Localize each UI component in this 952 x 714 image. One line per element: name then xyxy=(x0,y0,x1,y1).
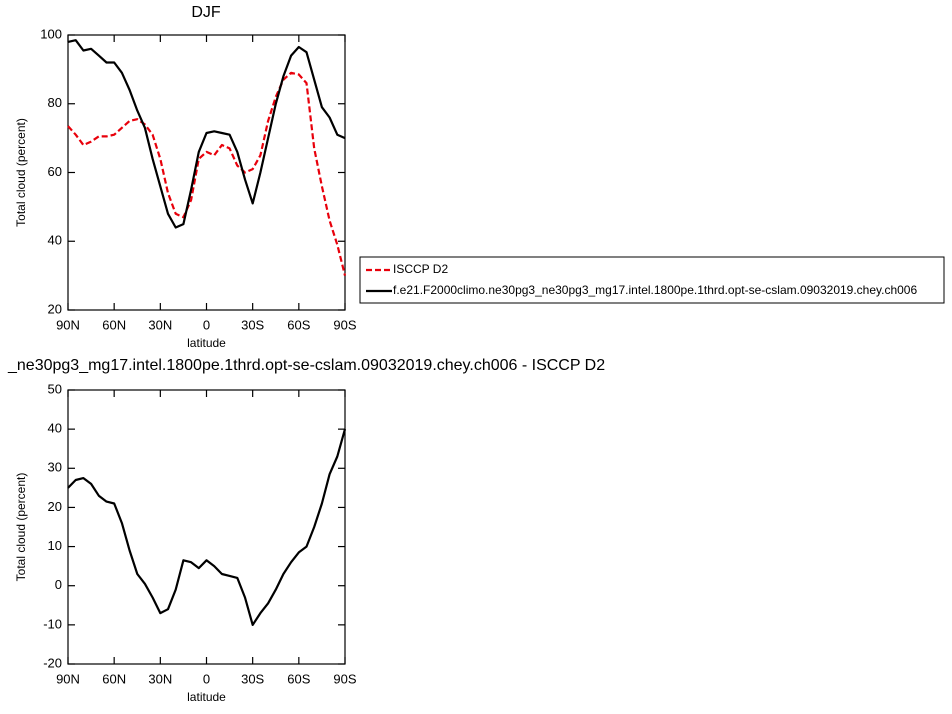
legend-label: ISCCP D2 xyxy=(393,262,448,276)
x-tick-label: 30S xyxy=(241,671,264,686)
x-axis-label: latitude xyxy=(187,336,226,350)
x-tick-label: 0 xyxy=(203,671,210,686)
x-tick-label: 30N xyxy=(148,317,172,332)
y-tick-label: 40 xyxy=(48,233,62,248)
y-tick-label: 0 xyxy=(55,577,62,592)
chart-title: _ne30pg3_mg17.intel.1800pe.1thrd.opt-se-… xyxy=(7,357,605,374)
y-axis-label: Total cloud (percent) xyxy=(14,473,28,582)
x-axis-label: latitude xyxy=(187,690,226,704)
x-tick-label: 60S xyxy=(287,317,310,332)
data-line xyxy=(67,39,346,229)
x-tick-label: 60N xyxy=(102,671,126,686)
legend-box xyxy=(359,256,945,304)
x-tick-label: 30N xyxy=(148,671,172,686)
y-tick-label: -20 xyxy=(43,655,62,670)
legend-label: f.e21.F2000climo.ne30pg3_ne30pg3_mg17.in… xyxy=(393,283,917,297)
data-line xyxy=(67,428,347,626)
y-tick-label: 50 xyxy=(48,381,62,396)
y-tick-label: 40 xyxy=(48,421,62,436)
y-tick-label: 20 xyxy=(48,301,62,316)
plot-frame xyxy=(67,389,346,665)
x-tick-label: 90S xyxy=(333,671,356,686)
x-tick-label: 90N xyxy=(56,671,80,686)
y-tick-label: 100 xyxy=(40,26,62,41)
y-tick-label: 10 xyxy=(48,538,62,553)
plot-frame xyxy=(67,34,346,311)
y-tick-label: 60 xyxy=(48,164,62,179)
x-tick-label: 30S xyxy=(241,317,264,332)
chart-title: DJF xyxy=(191,4,221,21)
y-tick-label: 80 xyxy=(48,95,62,110)
x-tick-label: 90N xyxy=(56,317,80,332)
y-tick-label: -10 xyxy=(43,616,62,631)
x-tick-label: 90S xyxy=(333,317,356,332)
y-tick-label: 20 xyxy=(48,499,62,514)
y-axis-label: Total cloud (percent) xyxy=(14,118,28,227)
x-tick-label: 60N xyxy=(102,317,126,332)
data-line xyxy=(67,71,347,276)
x-tick-label: 60S xyxy=(287,671,310,686)
y-tick-label: 30 xyxy=(48,460,62,475)
x-tick-label: 0 xyxy=(203,317,210,332)
